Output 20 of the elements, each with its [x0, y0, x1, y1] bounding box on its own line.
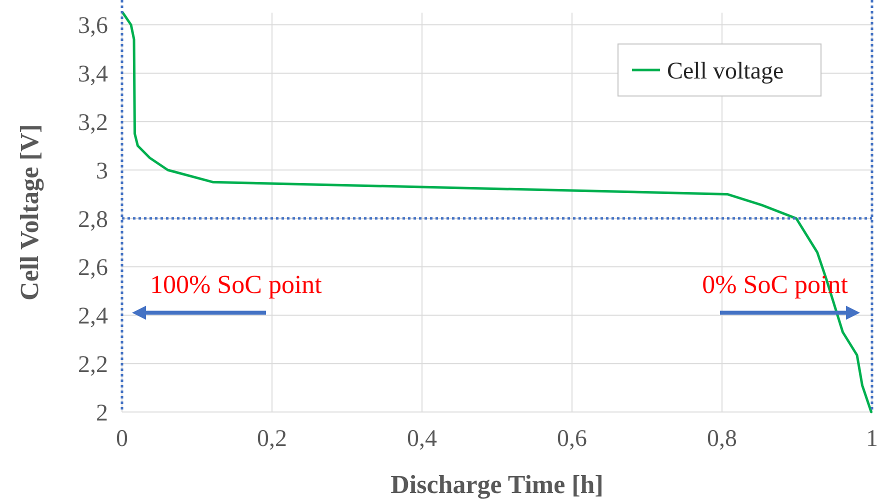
legend-label: Cell voltage [667, 58, 784, 84]
y-tick-label: 3 [96, 158, 108, 184]
x-tick-label: 0,2 [257, 426, 287, 452]
x-tick-label: 0 [116, 426, 128, 452]
x-tick-label: 0,4 [407, 426, 437, 452]
y-tick-label: 3,6 [78, 13, 108, 40]
x-tick-label: 0,8 [707, 426, 737, 452]
y-tick-label: 2,2 [78, 352, 108, 378]
y-tick-label: 2,4 [78, 304, 108, 330]
y-tick-label: 2 [96, 400, 108, 426]
x-tick-label: 1 [866, 426, 877, 452]
y-tick-label: 2,8 [78, 206, 108, 233]
y-tick-label: 3,4 [78, 62, 108, 88]
y-axis-title: Cell Voltage [V] [15, 124, 44, 300]
y-tick-label: 3,2 [78, 110, 108, 136]
line-series [122, 11, 872, 414]
x-axis-title: Discharge Time [h] [390, 470, 604, 499]
x-tick-label: 0,6 [557, 426, 587, 452]
annotation: 100% SoC point [150, 270, 323, 299]
y-tick-label: 2,6 [78, 255, 108, 282]
